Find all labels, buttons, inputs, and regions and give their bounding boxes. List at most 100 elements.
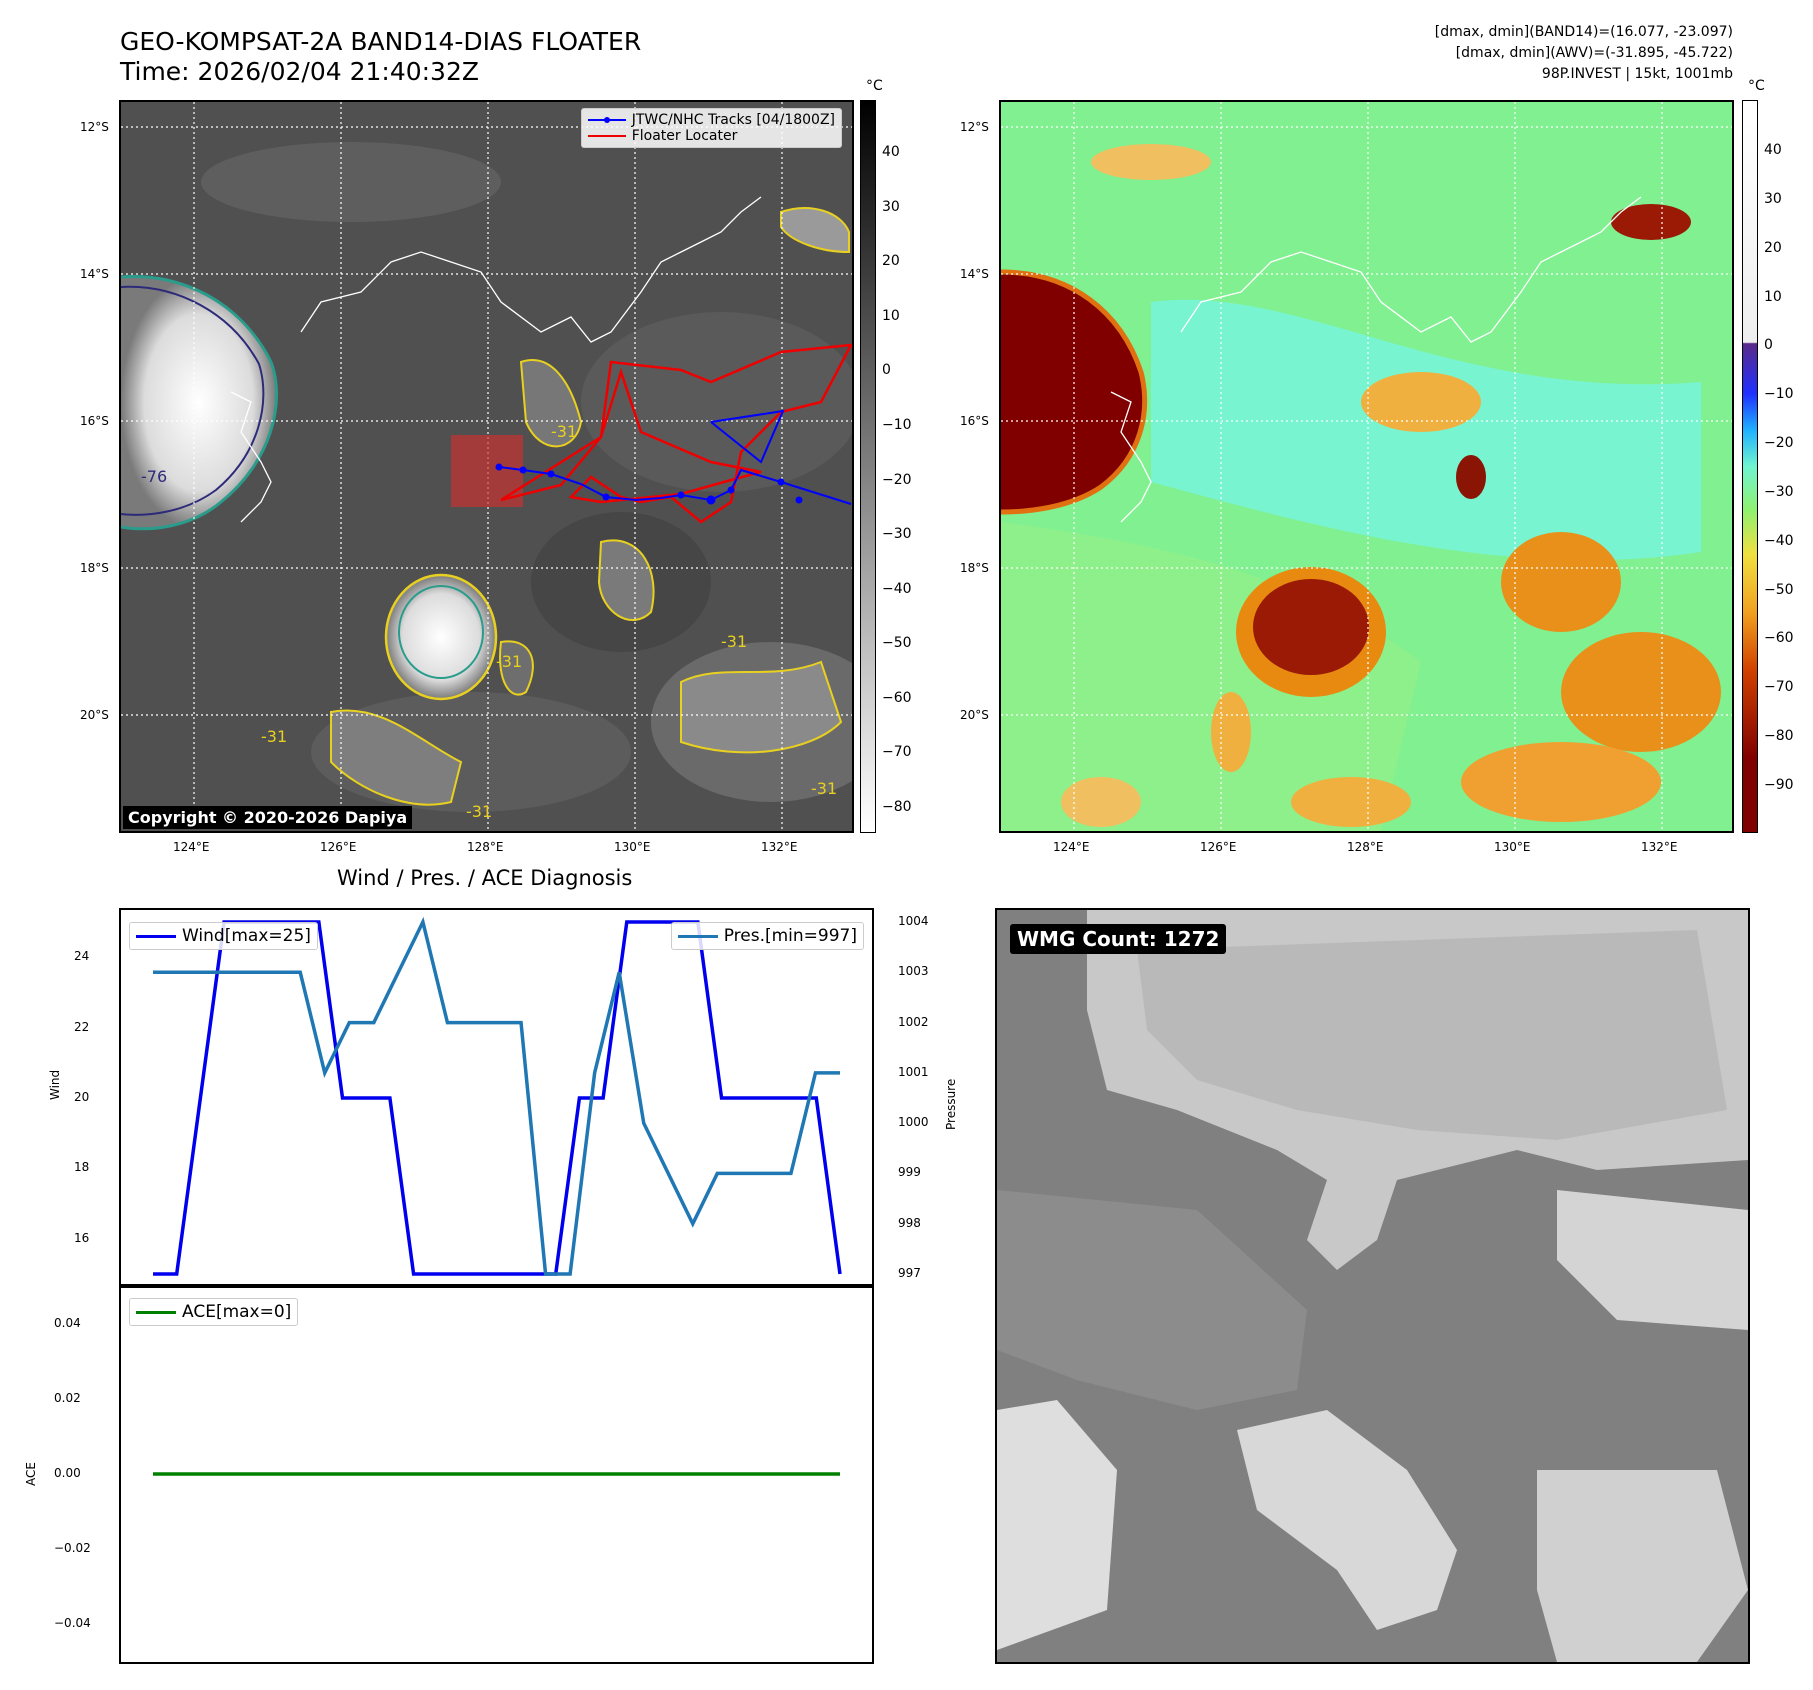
lat-label: 20°S	[80, 708, 109, 722]
ir-colorbar	[860, 100, 876, 833]
colorbar-unit: °C	[1748, 78, 1765, 94]
contour-label: -31	[811, 779, 837, 798]
pressure-legend-label: Pres.[min=997]	[723, 926, 857, 946]
ir-colorbar-tick-label: −60	[882, 689, 912, 706]
lat-label: 12°S	[80, 120, 109, 134]
stat-awv: [dmax, dmin](AWV)=(-31.895, -45.722)	[1455, 45, 1733, 61]
lon-label: 132°E	[1641, 840, 1678, 854]
ir-colorbar-tick-label: −70	[882, 744, 912, 761]
ir-colorbar-tick-label: 40	[882, 144, 900, 160]
contour-label: -31	[496, 652, 522, 671]
lon-label: 126°E	[1200, 840, 1237, 854]
awv-colorbar-tick-label: −80	[1764, 728, 1794, 745]
lat-label: 18°S	[960, 561, 989, 575]
legend-jtwc-label: JTWC/NHC Tracks [04/1800Z]	[631, 112, 835, 128]
awv-colorbar-tick-label: −60	[1764, 630, 1794, 647]
pressure-tick-label: 1000	[898, 1115, 929, 1130]
wind-axis-label: Wind	[48, 1069, 62, 1100]
diagnosis-title: Wind / Pres. / ACE Diagnosis	[337, 866, 633, 890]
lat-label: 14°S	[80, 267, 109, 281]
lon-label: 128°E	[467, 840, 504, 854]
wind-tick-label: 24	[74, 949, 90, 964]
ir-colorbar-tick-label: −10	[882, 416, 912, 433]
ace-plot: ACE[max=0]	[119, 1284, 874, 1664]
awv-colorbar-tick-label: 40	[1764, 142, 1782, 158]
wmg-panel: WMG Count: 1272	[995, 908, 1750, 1664]
awv-colorbar-tick-label: 10	[1764, 288, 1782, 305]
ace-tick-label: 0.00	[54, 1466, 81, 1480]
lon-label: 130°E	[1494, 840, 1531, 854]
wind-tick-label: 18	[74, 1160, 90, 1175]
awv-colorbar-tick-label: −50	[1764, 581, 1794, 598]
stat-band14: [dmax, dmin](BAND14)=(16.077, -23.097)	[1434, 24, 1733, 40]
pressure-legend: Pres.[min=997]	[670, 922, 864, 950]
map-legend: JTWC/NHC Tracks [04/1800Z] Floater Locat…	[580, 108, 842, 148]
pressure-tick-label: 1003	[898, 964, 929, 979]
legend-floater-label: Floater Locater	[631, 128, 738, 144]
ace-tick-label: 0.04	[54, 1315, 81, 1330]
wind-tick-label: 22	[74, 1019, 90, 1034]
wind-tick-label: 16	[74, 1230, 90, 1245]
stat-storm: 98P.INVEST | 15kt, 1001mb	[1541, 66, 1733, 82]
jtwc-track-points	[495, 463, 803, 505]
ir-colorbar-tick-label: −80	[882, 799, 912, 815]
lon-label: 132°E	[761, 840, 798, 854]
contour-label: -31	[721, 632, 747, 651]
pressure-tick-label: 997	[898, 1266, 921, 1280]
ir-colorbar-tick-label: 30	[882, 198, 900, 215]
ir-colorbar-tick-label: 10	[882, 307, 900, 324]
colorbar-unit: °C	[866, 78, 883, 94]
lat-label: 20°S	[960, 708, 989, 722]
pressure-tick-label: 1004	[898, 914, 929, 928]
awv-colorbar-tick-label: −20	[1764, 435, 1794, 452]
awv-colorbar-tick-label: 30	[1764, 190, 1782, 207]
ir-colorbar-tick-label: 0	[882, 362, 891, 379]
ace-tick-label: −0.02	[54, 1541, 91, 1556]
ir-map-grid	[121, 102, 852, 831]
awv-map-grid	[1001, 102, 1732, 831]
awv-colorbar-tick-label: 0	[1764, 337, 1773, 354]
ir-colorbar-tick-label: −40	[882, 580, 912, 597]
lon-label: 124°E	[1053, 840, 1090, 854]
lat-label: 16°S	[80, 414, 109, 428]
lat-label: 14°S	[960, 267, 989, 281]
ir-colorbar-tick-label: −30	[882, 526, 912, 543]
ir-colorbar-tick-label: −20	[882, 471, 912, 488]
pressure-tick-label: 1002	[898, 1014, 929, 1029]
copyright-label: Copyright © 2020-2026 Dapiya	[123, 806, 413, 829]
awv-colorbar-tick-label: −40	[1764, 532, 1794, 549]
awv-colorbar-tick-label: −90	[1764, 777, 1794, 793]
lon-label: 126°E	[320, 840, 357, 854]
lon-label: 130°E	[614, 840, 651, 854]
awv-colorbar-tick-label: −30	[1764, 483, 1794, 500]
awv-colorbar-tick-label: 20	[1764, 239, 1782, 256]
pressure-tick-label: 998	[898, 1215, 921, 1230]
awv-colorbar-tick-label: −70	[1764, 679, 1794, 696]
pressure-tick-label: 1001	[898, 1064, 929, 1079]
ir-colorbar-tick-label: −50	[882, 635, 912, 652]
contour-label: -31	[261, 727, 287, 746]
lon-label: 124°E	[173, 840, 210, 854]
figure-title: GEO-KOMPSAT-2A BAND14-DIAS FLOATER	[120, 27, 642, 56]
ace-tick-label: 0.02	[54, 1390, 81, 1405]
awv-colorbar-tick-label: −10	[1764, 386, 1794, 403]
contour-label: -31	[466, 802, 492, 821]
contour-label: -31	[551, 422, 577, 441]
ir-colorbar-tick-label: 20	[882, 253, 900, 270]
awv-colorbar	[1742, 100, 1758, 833]
wind-series-line	[153, 920, 842, 1276]
lon-label: 128°E	[1347, 840, 1384, 854]
wind-legend-label: Wind[max=25]	[182, 926, 311, 946]
wind-pressure-plot: Wind[max=25] Pres.[min=997]	[119, 908, 874, 1288]
pressure-tick-label: 999	[898, 1165, 921, 1180]
ace-legend: ACE[max=0]	[129, 1298, 299, 1326]
pressure-axis-label: Pressure	[944, 1078, 958, 1130]
ace-tick-label: −0.04	[54, 1616, 91, 1631]
lat-label: 16°S	[960, 414, 989, 428]
awv-map	[999, 100, 1734, 833]
ace-legend-label: ACE[max=0]	[182, 1302, 292, 1322]
figure-time: Time: 2026/02/04 21:40:32Z	[120, 57, 479, 86]
wind-legend: Wind[max=25]	[129, 922, 318, 950]
contour-label: -76	[141, 467, 167, 486]
lat-label: 18°S	[80, 561, 109, 575]
